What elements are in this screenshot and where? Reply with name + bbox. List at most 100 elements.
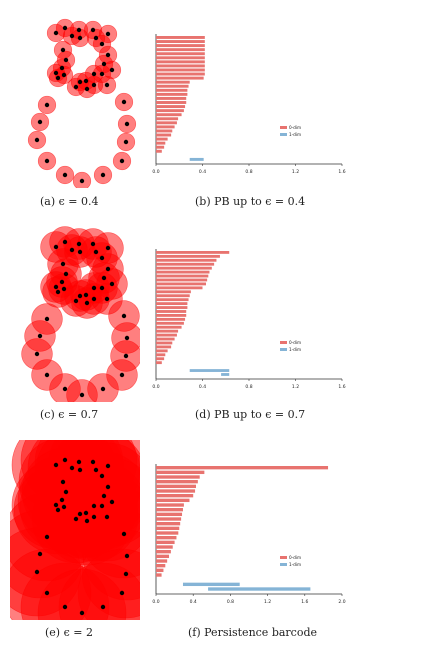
bar-1dim-1 xyxy=(221,373,230,376)
bar-0dim-1 xyxy=(156,254,220,258)
point-19 xyxy=(109,67,115,73)
point-5 xyxy=(69,465,75,471)
bar-0dim-12 xyxy=(156,522,181,526)
disk-layer xyxy=(27,18,137,188)
point-23 xyxy=(91,296,97,302)
caption-b: (b) PB up to ϵ = 0.4 xyxy=(195,195,306,208)
point-8 xyxy=(99,255,105,261)
x-tick-label-2: 0.8 xyxy=(245,169,252,175)
point-21 xyxy=(83,292,89,298)
disk-layer xyxy=(10,440,140,620)
point-17 xyxy=(91,503,97,509)
point-16 xyxy=(55,507,61,513)
bar-0dim-2 xyxy=(156,475,200,479)
x-tick-label-1: 0.4 xyxy=(199,169,206,175)
bar-0dim-3 xyxy=(156,48,205,52)
point-30 xyxy=(34,569,40,575)
bar-0dim-17 xyxy=(156,317,186,321)
point-13 xyxy=(59,279,65,285)
point-1 xyxy=(62,239,68,245)
bar-0dim-12 xyxy=(156,298,189,302)
bar-0dim-22 xyxy=(156,337,175,341)
bar-0dim-13 xyxy=(156,302,188,306)
point-17 xyxy=(91,285,97,291)
point-19 xyxy=(109,499,115,505)
bar-0dim-10 xyxy=(156,512,183,517)
bar-0dim-3 xyxy=(156,262,215,266)
point-26 xyxy=(44,102,50,108)
x-tick-label-4: 1.6 xyxy=(338,384,345,390)
caption-e: (e) ϵ = 2 xyxy=(45,626,93,639)
point-14 xyxy=(53,284,59,290)
point-10 xyxy=(105,484,111,490)
bar-0dim-23 xyxy=(156,129,173,133)
bar-0dim-15 xyxy=(156,96,187,100)
point-25 xyxy=(84,86,90,92)
bar-0dim-28 xyxy=(156,149,162,153)
bar-0dim-5 xyxy=(156,489,196,493)
bar-0dim-10 xyxy=(156,76,204,80)
point-15 xyxy=(61,286,67,292)
bar-0dim-11 xyxy=(156,517,182,521)
x-tick-label-3: 1.2 xyxy=(292,169,299,175)
point-23 xyxy=(91,514,97,520)
point-6 xyxy=(77,35,83,41)
point-21 xyxy=(83,510,89,516)
point-2 xyxy=(76,459,82,465)
point-21 xyxy=(83,78,89,84)
bar-0dim-20 xyxy=(156,329,179,333)
point-6 xyxy=(77,467,83,473)
point-2 xyxy=(76,27,82,33)
bar-0dim-21 xyxy=(156,564,166,568)
x-tick-label-0: 0.0 xyxy=(152,599,159,605)
bar-0dim-7 xyxy=(156,64,205,68)
point-7 xyxy=(93,467,99,473)
bar-0dim-19 xyxy=(156,325,182,329)
bar-0dim-21 xyxy=(156,121,177,125)
bar-0dim-9 xyxy=(156,508,183,512)
point-26 xyxy=(44,316,50,322)
bar-0dim-19 xyxy=(156,554,170,559)
bar-0dim-5 xyxy=(156,270,210,274)
caption-d: (d) PB up to ϵ = 0.7 xyxy=(195,408,306,421)
point-25 xyxy=(84,300,90,306)
bar-0dim-27 xyxy=(156,145,165,149)
bar-0dim-8 xyxy=(156,68,205,72)
caption-c: (c) ϵ = 0.7 xyxy=(40,408,99,421)
bar-0dim-13 xyxy=(156,526,180,531)
legend-label-1dim: 1-dim xyxy=(289,562,301,567)
point-7 xyxy=(93,249,99,255)
bar-1dim-0 xyxy=(189,157,204,161)
point-28 xyxy=(37,551,43,557)
point-9 xyxy=(60,261,66,267)
bar-0dim-24 xyxy=(156,133,172,137)
point-6 xyxy=(77,249,83,255)
legend-label-0dim: 0-dim xyxy=(289,340,301,345)
point-22 xyxy=(73,298,79,304)
bar-0dim-23 xyxy=(156,573,162,577)
point-29 xyxy=(124,121,130,127)
point-cloud-eps-2 xyxy=(10,440,140,620)
bar-0dim-8 xyxy=(156,282,206,286)
barcode-chart-eps-0.4: 0.0 0.4 0.8 1.2 1.6 0-dim 1-dim xyxy=(152,34,346,175)
bar-0dim-20 xyxy=(156,559,168,563)
point-2 xyxy=(76,241,82,247)
point-3 xyxy=(90,27,96,33)
legend-swatch-0dim xyxy=(280,341,287,344)
bar-0dim-13 xyxy=(156,88,188,92)
point-34 xyxy=(62,604,68,610)
barcode-chart-eps-2: 0.0 0.4 0.8 1.2 1.6 2.0 0-dim 1-dim xyxy=(152,464,346,605)
bar-0dim-9 xyxy=(156,286,203,290)
x-tick-label-2: 0.8 xyxy=(245,384,252,390)
bar-0dim-15 xyxy=(156,536,177,540)
point-18 xyxy=(99,503,105,509)
legend-swatch-1dim xyxy=(280,133,287,136)
bar-0dim-1 xyxy=(156,470,205,475)
point-13 xyxy=(59,65,65,71)
point-16 xyxy=(55,289,61,295)
bar-0dim-5 xyxy=(156,56,205,60)
x-tick-label-1: 0.4 xyxy=(190,599,197,605)
bar-0dim-7 xyxy=(156,278,208,282)
bar-0dim-19 xyxy=(156,113,182,117)
point-20 xyxy=(77,293,83,299)
